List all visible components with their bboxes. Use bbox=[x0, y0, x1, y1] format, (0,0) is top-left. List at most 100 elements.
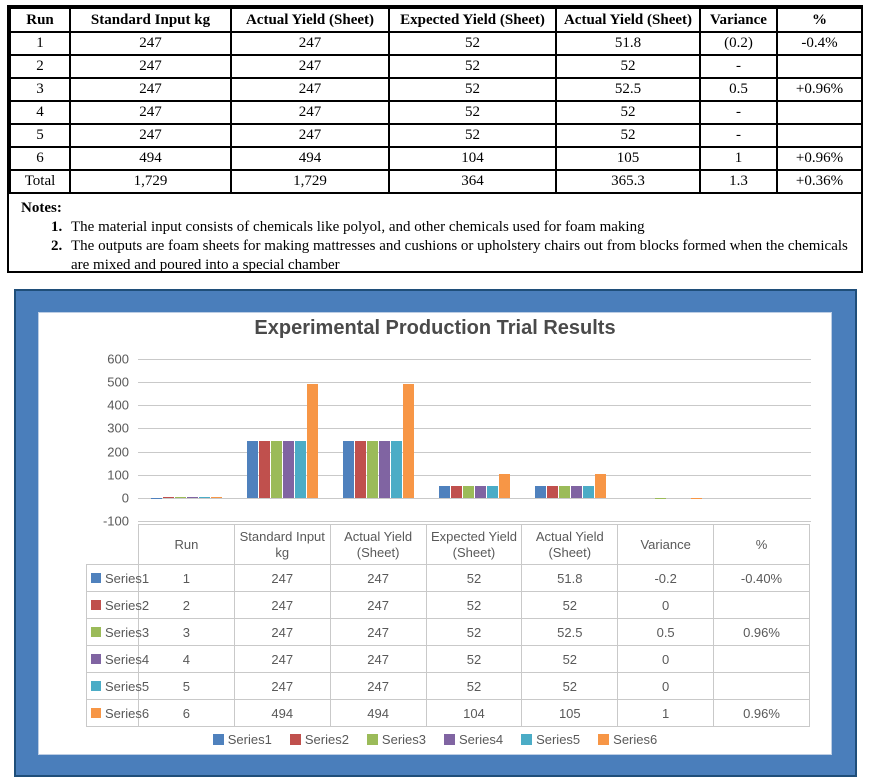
chart-table-cell: 247 bbox=[233, 564, 331, 592]
series-name-cell: Series1 bbox=[86, 564, 149, 592]
legend-swatch-icon bbox=[366, 734, 378, 745]
table-row: 1 247 247 52 51.8 (0.2) -0.4% bbox=[9, 31, 863, 56]
chart-frame[interactable]: Experimental Production Trial Results 6 0… bbox=[14, 289, 857, 777]
chart-table-cell bbox=[713, 645, 810, 673]
bar-series4 bbox=[282, 440, 294, 498]
legend-label: Series4 bbox=[459, 732, 504, 747]
chart-table-cell: 247 bbox=[233, 618, 331, 646]
chart-table-cell: 1 bbox=[617, 699, 715, 727]
legend-item-series5: Series5 bbox=[521, 732, 580, 747]
bar-series4 bbox=[474, 485, 486, 498]
chart-table-cell: 6 bbox=[138, 699, 235, 727]
legend-label: Series6 bbox=[613, 732, 658, 747]
series-name-cell: Series5 bbox=[86, 672, 149, 700]
bar-series2 bbox=[258, 440, 270, 498]
gridline bbox=[138, 359, 811, 360]
chart-data-table: Run Standard Input kg Actual Yield (Sheet)… bbox=[86, 524, 810, 727]
chart-table-cell: 0 bbox=[617, 645, 715, 673]
table-row: 2 247 247 52 52- bbox=[9, 54, 863, 79]
table-cell: 1,729 bbox=[69, 169, 232, 194]
chart-table-cell: 5 bbox=[138, 672, 235, 700]
chart-table-cell bbox=[713, 672, 810, 700]
chart-table-cell bbox=[713, 591, 810, 619]
legend-item-series3: Series3 bbox=[366, 732, 426, 747]
table-cell: 1.3 bbox=[699, 169, 778, 194]
legend-swatch-icon bbox=[521, 734, 533, 745]
chart-table-cell: 52.5 bbox=[521, 618, 619, 646]
note-item-1: 1. The material input consists of chemic… bbox=[21, 218, 851, 237]
chart-table-cell: 52 bbox=[425, 618, 523, 646]
column-header: Actual Yield (Sheet) bbox=[230, 7, 390, 33]
chart-table-column-header: Run bbox=[138, 524, 235, 565]
series-name-cell: Series6 bbox=[86, 699, 149, 727]
series-name-label: Series1 bbox=[105, 570, 150, 586]
series-name-cell: Series3 bbox=[86, 618, 149, 646]
bar-series1 bbox=[535, 485, 547, 498]
series-name-label: Series2 bbox=[105, 597, 150, 613]
chart-table-cell: -0.2 bbox=[617, 564, 715, 592]
chart-data-table-body: Series1 1 247 247 52 51.8 -0.2 -0.40% Series2 2 24… bbox=[86, 564, 810, 727]
chart-table-row: Series3 3 247 247 52 52.5 0.5 0.96% bbox=[86, 618, 810, 646]
chart-table-cell: 105 bbox=[521, 699, 619, 727]
table-cell: 494 bbox=[230, 146, 390, 171]
note-text: The material input consists of chemicals… bbox=[71, 219, 645, 235]
series-label-wrap: Series2 bbox=[89, 598, 149, 613]
bar-series1 bbox=[438, 485, 450, 498]
table-cell: 247 bbox=[230, 77, 390, 102]
series-swatch-icon bbox=[91, 627, 101, 637]
note-number: 2. bbox=[51, 238, 63, 254]
bar-series5 bbox=[390, 440, 402, 498]
note-number: 1. bbox=[51, 219, 63, 235]
chart-table-cell: 52 bbox=[521, 591, 619, 619]
chart-table-column-header: Actual Yield (Sheet) bbox=[521, 524, 619, 565]
bar-group-2 bbox=[234, 359, 330, 498]
table-cell: 52 bbox=[388, 123, 557, 148]
column-header: Expected Yield (Sheet) bbox=[388, 7, 557, 33]
bar-series3 bbox=[462, 485, 474, 498]
bar-series6 bbox=[498, 473, 510, 498]
table-cell: 247 bbox=[69, 123, 232, 148]
table-cell: 1 bbox=[699, 146, 778, 171]
y-axis-tick-label: 100 bbox=[107, 467, 129, 483]
chart-table-row: Series1 1 247 247 52 51.8 -0.2 -0.40% bbox=[86, 564, 810, 592]
y-axis-tick-label: 0 bbox=[121, 490, 129, 506]
y-axis-tick-label: 300 bbox=[107, 420, 129, 436]
chart-title: Experimental Production Trial Results bbox=[254, 317, 616, 339]
series-swatch-icon bbox=[91, 681, 101, 691]
chart-plot-area: Experimental Production Trial Results 6 0… bbox=[38, 312, 832, 755]
table-cell: 247 bbox=[69, 31, 232, 56]
gridline bbox=[138, 497, 811, 499]
chart-table-cell: 494 bbox=[329, 699, 427, 727]
y-axis-tick-label: 400 bbox=[107, 397, 129, 413]
table-cell: 3 bbox=[9, 77, 71, 102]
chart-table-column-header: Variance bbox=[617, 524, 715, 565]
table-cell: 52 bbox=[388, 77, 557, 102]
table-row: 6 494 494 104 105 1 +0.96% bbox=[9, 146, 863, 171]
series-name-cell: Series4 bbox=[86, 645, 149, 673]
gridline bbox=[138, 428, 811, 430]
column-header: Standard Input kg bbox=[69, 7, 232, 33]
table-cell: 247 bbox=[69, 54, 232, 79]
chart-table-cell: 52 bbox=[521, 672, 619, 700]
legend-label: Series2 bbox=[304, 732, 349, 747]
gridline bbox=[138, 451, 811, 453]
chart-table-header-row: Run Standard Input kg Actual Yield (Sheet)… bbox=[87, 524, 810, 565]
table-cell: 365.3 bbox=[555, 169, 701, 194]
bar-group-1 bbox=[138, 359, 234, 498]
bar-series4 bbox=[378, 440, 390, 498]
bar-series1 bbox=[246, 440, 258, 498]
bar-group-6 bbox=[619, 359, 715, 498]
gridline bbox=[138, 382, 811, 384]
table-cell: - bbox=[699, 54, 778, 79]
note-text: The outputs are foam sheets for making m… bbox=[71, 238, 848, 273]
chart-table-cell: 247 bbox=[233, 645, 331, 673]
column-header: Variance bbox=[699, 7, 778, 33]
chart-table-cell: 3 bbox=[138, 618, 235, 646]
table-cell: +0.96% bbox=[776, 146, 863, 171]
series-name-cell: Series2 bbox=[86, 591, 149, 619]
legend-swatch-icon bbox=[289, 734, 301, 745]
bar-series5 bbox=[198, 496, 210, 498]
series-label-wrap: Series4 bbox=[89, 652, 149, 667]
table-cell: 247 bbox=[230, 31, 390, 56]
series-name-label: Series3 bbox=[105, 624, 150, 640]
